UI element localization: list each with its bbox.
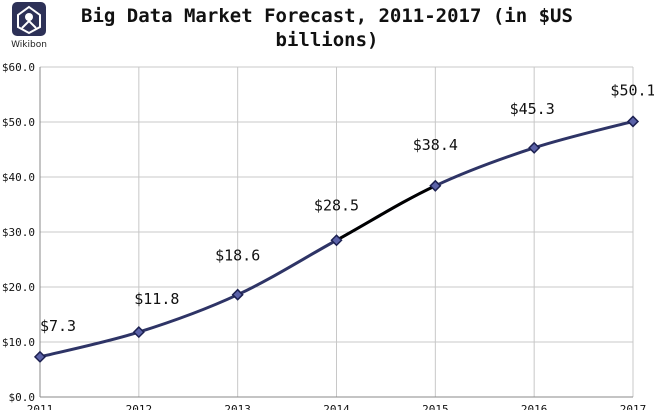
data-label: $11.8 bbox=[134, 290, 179, 308]
chart-title-line1: Big Data Market Forecast, 2011-2017 (in … bbox=[81, 5, 573, 27]
wikibon-logo: Wikibon bbox=[11, 2, 47, 50]
data-point bbox=[528, 141, 541, 154]
series-markers bbox=[33, 115, 640, 363]
y-tick-label: $10.0 bbox=[2, 336, 35, 349]
x-tick-label: 2013 bbox=[224, 403, 251, 410]
x-tick-label: 2014 bbox=[323, 403, 350, 410]
data-point bbox=[429, 179, 442, 192]
series-curve-highlight bbox=[335, 184, 436, 242]
y-tick-label: $30.0 bbox=[2, 226, 35, 239]
data-point bbox=[626, 115, 640, 128]
x-tick-label: 2016 bbox=[521, 403, 548, 410]
y-tick-labels: $0.0 $10.0 $20.0 $30.0 $40.0 $50.0 $60.0 bbox=[2, 61, 35, 404]
x-tick-label: 2011 bbox=[27, 403, 54, 410]
data-labels: $7.3 $11.8 $18.6 $28.5 $38.4 $45.3 $50.1 bbox=[40, 81, 654, 334]
x-tick-labels: 2011 2012 2013 2014 2015 2016 2017 bbox=[27, 403, 647, 410]
y-tick-label: $60.0 bbox=[2, 61, 35, 74]
x-tick-label: 2015 bbox=[422, 403, 449, 410]
y-tick-label: $0.0 bbox=[9, 391, 36, 404]
logo-text: Wikibon bbox=[11, 40, 47, 50]
y-tick-label: $20.0 bbox=[2, 281, 35, 294]
data-label: $45.3 bbox=[510, 100, 555, 118]
data-label: $38.4 bbox=[413, 136, 458, 154]
logo-hex-icon bbox=[17, 5, 41, 35]
y-tick-label: $40.0 bbox=[2, 171, 35, 184]
data-label: $18.6 bbox=[215, 247, 260, 265]
data-point bbox=[231, 288, 244, 301]
x-tick-label: 2017 bbox=[620, 403, 647, 410]
data-label: $28.5 bbox=[314, 196, 359, 214]
data-label: $50.1 bbox=[610, 81, 654, 99]
axes bbox=[39, 67, 633, 398]
chart-title-line2: billions) bbox=[276, 29, 379, 51]
x-tick-label: 2012 bbox=[126, 403, 153, 410]
logo-chevron-icon bbox=[21, 19, 37, 29]
data-point bbox=[33, 350, 47, 363]
y-tick-label: $50.0 bbox=[2, 116, 35, 129]
logo-dot-icon bbox=[25, 13, 33, 21]
data-point bbox=[132, 326, 145, 339]
data-point bbox=[330, 234, 343, 247]
data-label: $7.3 bbox=[40, 317, 76, 335]
